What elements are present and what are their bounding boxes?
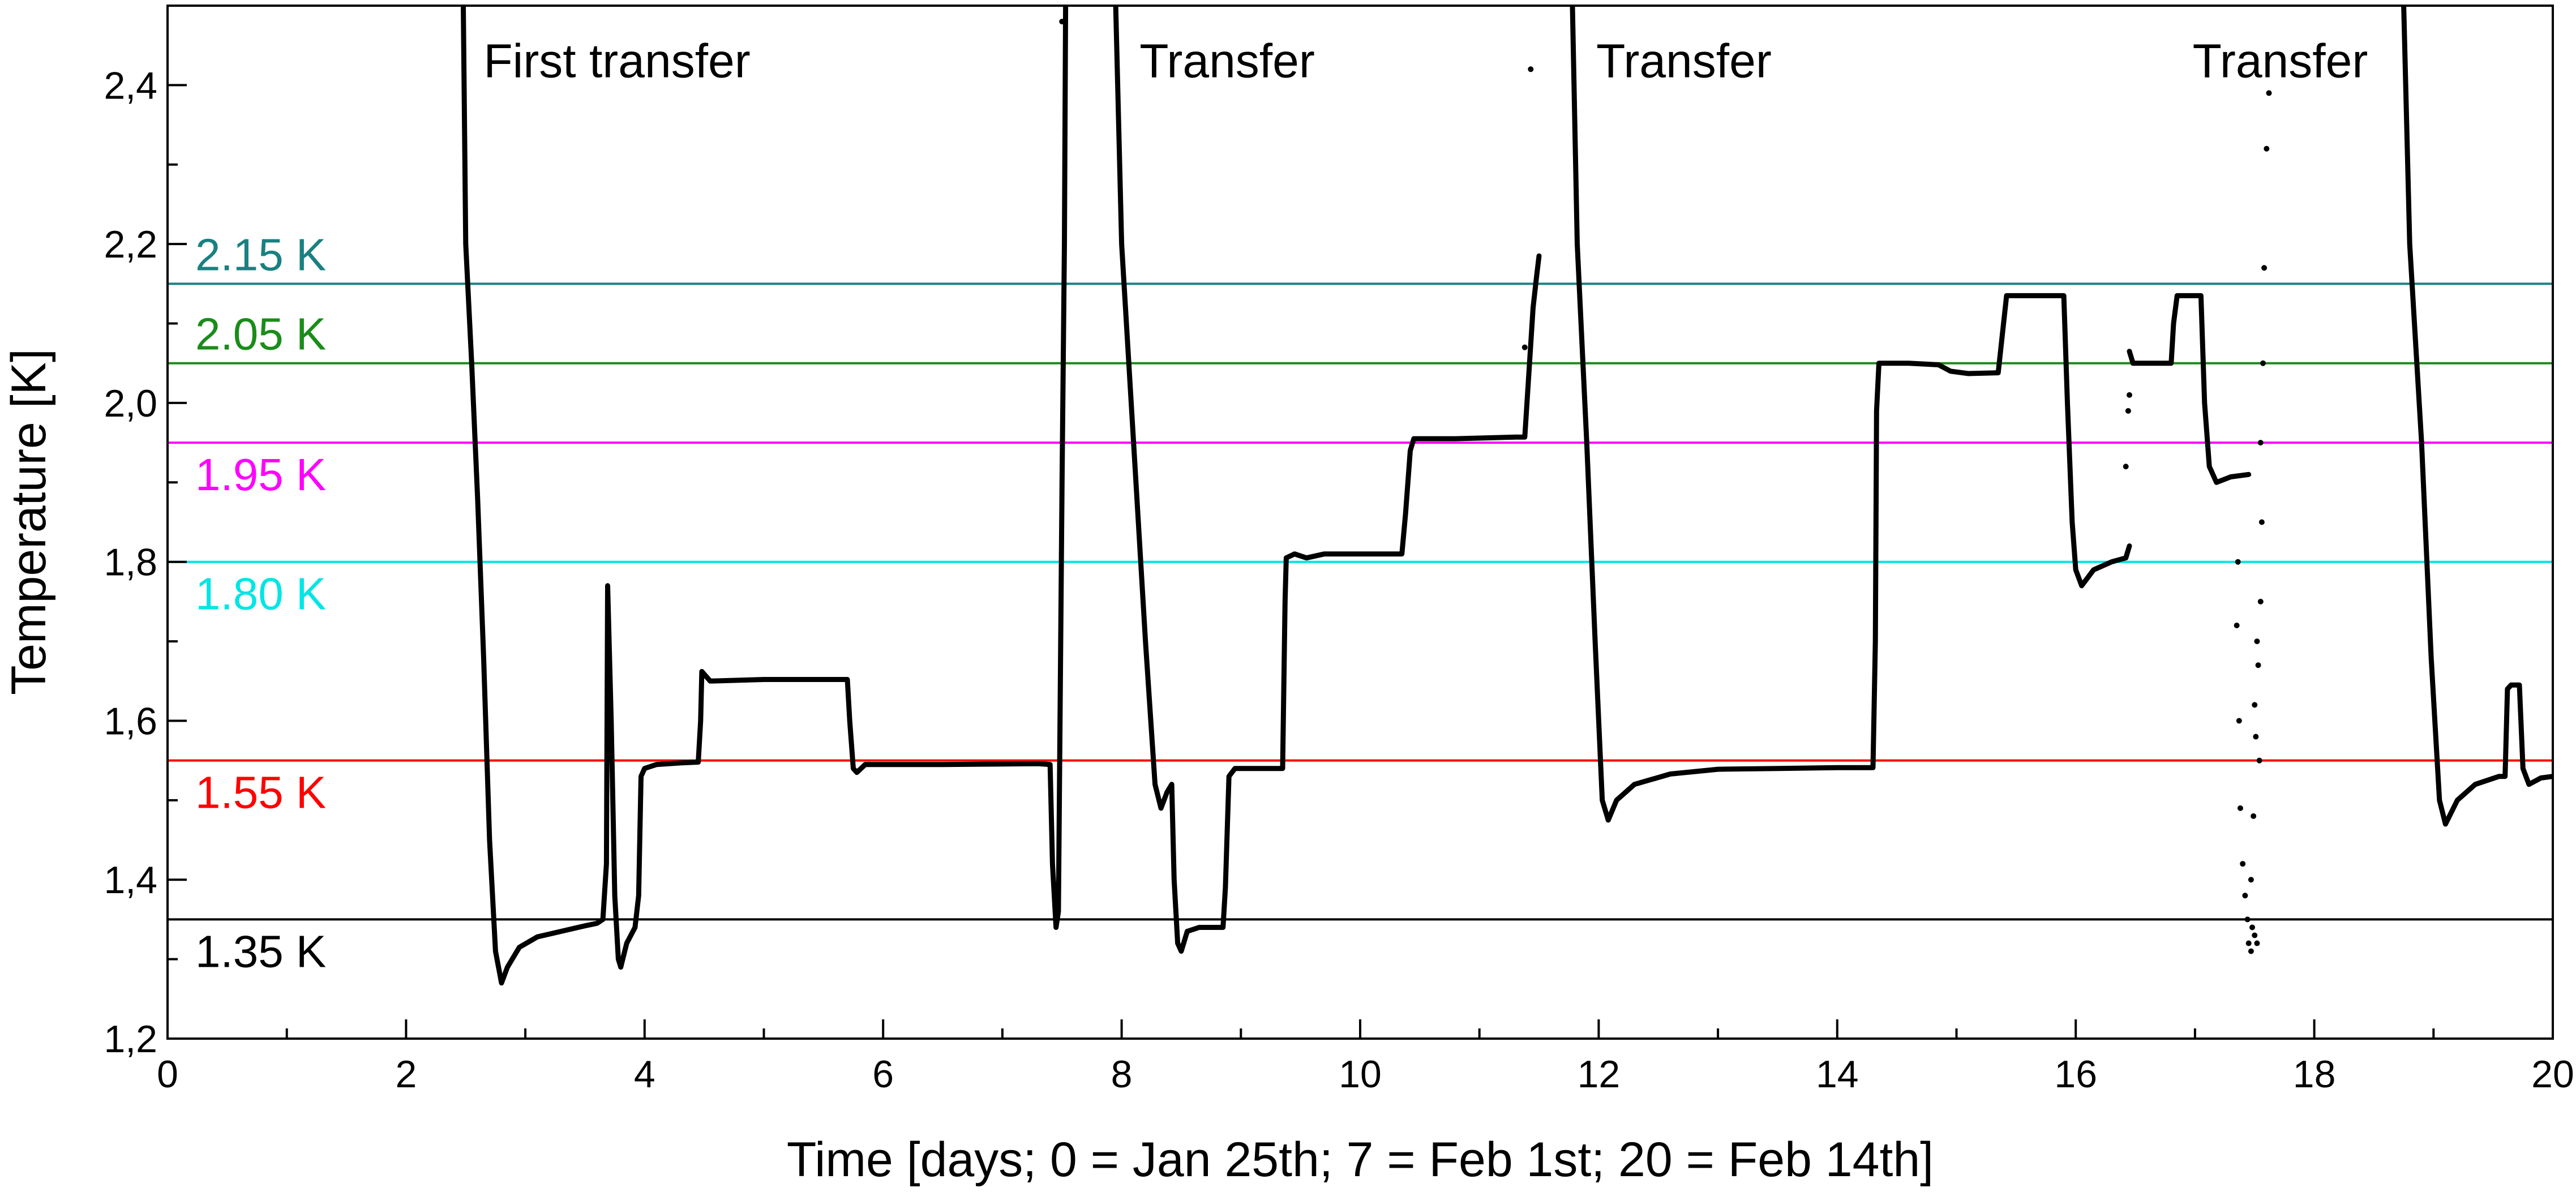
temperature-series	[461, 6, 2553, 986]
data-point	[2236, 718, 2242, 724]
y-tick-label: 2,0	[104, 382, 157, 425]
data-point	[2254, 638, 2260, 645]
data-point	[2253, 734, 2259, 740]
x-tick-label: 6	[872, 1053, 894, 1096]
reference-line-label: 1.55 K	[195, 767, 326, 818]
data-point	[2252, 932, 2258, 938]
plot-frame	[166, 5, 2554, 1040]
y-axis-label: Temperature [K]	[2, 349, 56, 695]
data-point	[1528, 66, 1534, 72]
x-tick-label: 4	[634, 1053, 655, 1096]
x-tick-label: 14	[1816, 1053, 1859, 1096]
x-tick-label: 0	[157, 1053, 178, 1096]
x-axis-ticks: 0 2 4 6 8 10 12 14 16 18 20	[157, 1019, 2574, 1096]
series-line-segment	[1113, 6, 1542, 954]
data-point	[2266, 90, 2272, 96]
data-point	[1521, 344, 1528, 350]
data-point	[2125, 408, 2131, 414]
data-point	[2257, 440, 2264, 446]
x-tick-label: 10	[1339, 1053, 1382, 1096]
transfer-annotation: Transfer	[1139, 34, 1315, 87]
data-point	[2123, 464, 2129, 470]
data-point	[2248, 948, 2254, 954]
data-point	[2234, 623, 2240, 628]
data-point	[2127, 392, 2133, 398]
data-point	[2251, 813, 2257, 819]
x-tick-label: 18	[2293, 1053, 2336, 1096]
y-tick-label: 2,4	[104, 64, 157, 107]
series-line-segment	[461, 6, 1069, 986]
transfer-annotations: First transfer Transfer Transfer Transfer	[483, 34, 2368, 87]
data-point	[2254, 940, 2260, 946]
x-axis-label: Time [days; 0 = Jan 25th; 7 = Feb 1st; 2…	[787, 1133, 1934, 1187]
data-point	[2257, 598, 2264, 604]
x-tick-label: 8	[1111, 1053, 1133, 1096]
data-point	[2255, 662, 2261, 668]
reference-line-label: 2.15 K	[195, 229, 326, 280]
transfer-annotation: Transfer	[2193, 34, 2368, 87]
reference-line-label: 1.95 K	[195, 449, 326, 500]
data-point	[2256, 757, 2262, 764]
y-tick-label: 1,8	[104, 541, 157, 584]
x-tick-label: 16	[2054, 1053, 2097, 1096]
data-point	[1059, 19, 1065, 25]
data-point	[2245, 940, 2252, 946]
transfer-annotation: First transfer	[483, 34, 750, 87]
reference-line-labels: 2.15 K 2.05 K 1.95 K 1.80 K 1.55 K 1.35 K	[195, 229, 326, 976]
data-point	[2258, 519, 2265, 525]
series-line-segment	[1570, 6, 2132, 823]
y-axis-ticks: 1,2 1,4 1,6 1,8 2,0 2,2 2,4	[104, 5, 187, 1061]
x-tick-label: 20	[2531, 1053, 2574, 1096]
data-point	[2240, 861, 2246, 867]
x-tick-label: 12	[1578, 1053, 1621, 1096]
data-point	[2261, 265, 2268, 271]
data-point	[2235, 559, 2241, 565]
reference-lines	[168, 282, 2553, 921]
data-point	[2237, 805, 2243, 811]
data-point	[2242, 893, 2248, 899]
data-point	[2252, 702, 2258, 708]
data-point	[2248, 877, 2254, 883]
data-point	[2260, 360, 2266, 366]
data-point	[2249, 924, 2256, 931]
reference-line-label: 1.80 K	[195, 569, 326, 619]
series-line-segment	[2401, 6, 2553, 827]
x-tick-label: 2	[395, 1053, 417, 1096]
data-point	[2264, 145, 2270, 152]
y-tick-label: 1,6	[104, 700, 157, 743]
series-line-segment	[2127, 293, 2252, 485]
y-tick-label: 2,2	[104, 223, 157, 266]
reference-line-label: 2.05 K	[195, 309, 326, 359]
data-point	[2244, 916, 2251, 923]
transfer-annotation: Transfer	[1596, 34, 1772, 87]
reference-line-label: 1.35 K	[195, 926, 326, 976]
y-tick-label: 1,4	[104, 859, 157, 902]
y-tick-label: 1,2	[104, 1018, 157, 1061]
